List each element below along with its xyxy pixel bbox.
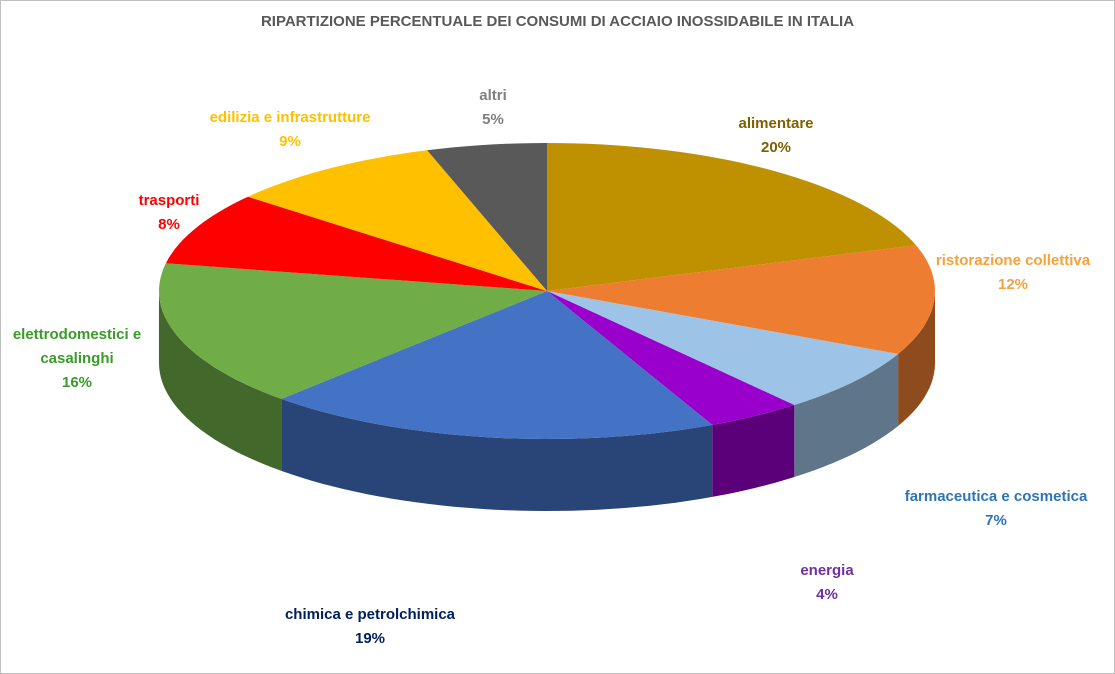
category-label: trasporti (138, 192, 200, 209)
category-label: chimica e petrolchimica (284, 606, 456, 623)
data-label: ristorazione collettiva 12% (936, 249, 1090, 297)
data-label: farmaceutica e cosmetica 7% (905, 485, 1088, 533)
category-label: energia (800, 562, 854, 579)
slice-side (898, 291, 935, 426)
value-label: 9% (279, 133, 301, 150)
data-label: chimica e petrolchimica 19% (285, 603, 455, 651)
value-label: 4% (816, 586, 838, 603)
value-label: 12% (997, 276, 1029, 293)
data-label: trasporti 8% (139, 189, 200, 237)
slice-side (159, 291, 282, 471)
category-label: elettrodomestici e casalinghi (12, 326, 142, 367)
slice (547, 291, 899, 405)
slice (547, 245, 935, 354)
slice (248, 150, 547, 291)
chart-title: RIPARTIZIONE PERCENTUALE DEI CONSUMI DI … (260, 13, 855, 30)
slice (427, 143, 547, 291)
data-label: altri 5% (479, 84, 507, 132)
slice-side (281, 398, 713, 511)
slice (165, 196, 547, 291)
data-label: energia 4% (800, 559, 853, 607)
slice (159, 263, 547, 399)
value-label: 19% (354, 630, 386, 647)
slice (281, 291, 713, 439)
category-label: alimentare (738, 115, 814, 132)
value-label: 8% (158, 216, 180, 233)
category-label: farmaceutica e cosmetica (904, 488, 1088, 505)
category-label: altri (479, 87, 507, 104)
slice (547, 143, 916, 291)
value-label: 20% (760, 139, 792, 156)
value-label: 7% (985, 512, 1007, 529)
category-label: ristorazione collettiva (935, 252, 1091, 269)
category-label: edilizia e infrastrutture (209, 109, 371, 126)
data-label: edilizia e infrastrutture 9% (210, 106, 371, 154)
slice-side (794, 354, 899, 477)
value-label: 16% (61, 374, 93, 391)
data-label: elettrodomestici e casalinghi 16% (7, 323, 147, 395)
slice (547, 291, 795, 425)
data-label: alimentare 20% (738, 112, 813, 160)
slice-side (712, 405, 795, 497)
value-label: 5% (482, 111, 504, 128)
